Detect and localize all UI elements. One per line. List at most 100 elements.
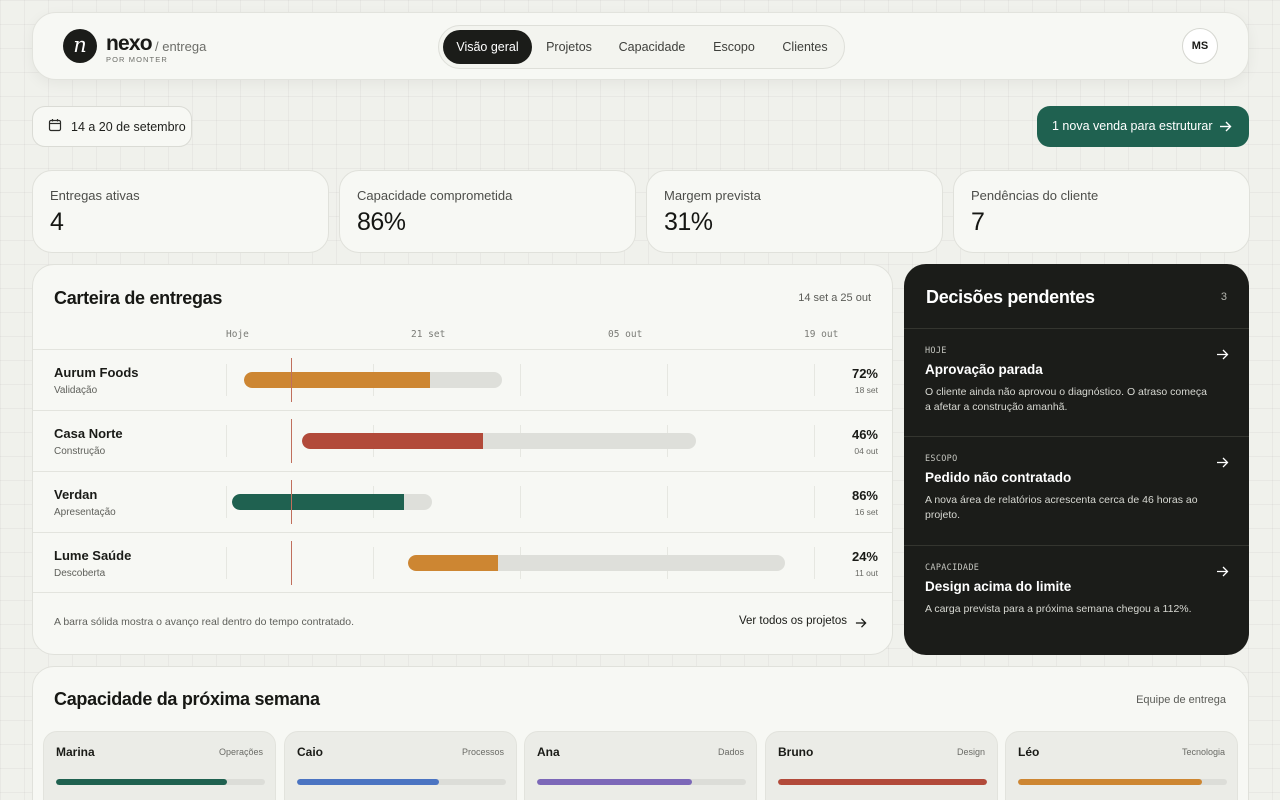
- load-track: [1018, 779, 1227, 785]
- date-range-selector[interactable]: 14 a 20 de setembro: [32, 106, 192, 147]
- project-phase: Validação: [54, 385, 98, 396]
- decision-tag: ESCOPO: [925, 454, 958, 464]
- project-due-date: 11 out: [854, 568, 878, 578]
- timeline-label: 05 out: [608, 329, 643, 340]
- stat-value: 86%: [357, 208, 406, 236]
- project-due-date: 04 out: [854, 446, 878, 456]
- project-progress-pct: 86%: [851, 488, 878, 503]
- today-marker: [291, 480, 292, 524]
- portfolio-row-casa-norte[interactable]: Casa Norte Construção 46% 04 out: [33, 410, 892, 471]
- load-fill: [778, 779, 987, 785]
- new-sale-button[interactable]: 1 nova venda para estruturar: [1037, 106, 1249, 147]
- decision-item-design-acima-do-limite[interactable]: CAPACIDADE Design acima do limite A carg…: [904, 545, 1249, 654]
- project-phase: Apresentação: [54, 507, 116, 518]
- brand-logo-mark[interactable]: n: [63, 29, 97, 63]
- member-name: Caio: [297, 745, 324, 759]
- member-role: Dados: [717, 747, 744, 757]
- project-progress-pct: 72%: [851, 366, 878, 381]
- project-name: Verdan: [54, 487, 98, 502]
- new-sale-button-label: 1 nova venda para estruturar: [1052, 119, 1213, 133]
- timeline-label-today: Hoje: [226, 329, 249, 340]
- timeline-label: 19 out: [804, 329, 839, 340]
- view-all-projects-link[interactable]: Ver todos os projetos: [739, 615, 867, 628]
- stat-card-margem-prevista: Margem prevista 31%: [646, 170, 943, 253]
- project-name: Aurum Foods: [54, 365, 139, 380]
- stat-label: Entregas ativas: [50, 188, 140, 203]
- load-fill: [56, 779, 228, 785]
- project-name: Casa Norte: [54, 426, 123, 441]
- arrow-right-icon: [1220, 121, 1232, 132]
- member-name: Marina: [56, 745, 95, 759]
- top-header: n nexo / entrega POR MONTER Visão geral …: [32, 12, 1249, 80]
- load-fill: [297, 779, 440, 785]
- decision-body: A carga prevista para a próxima semana c…: [925, 603, 1192, 615]
- portfolio-footer: A barra sólida mostra o avanço real dent…: [33, 592, 892, 654]
- today-marker: [291, 358, 292, 402]
- decision-title: Design acima do limite: [925, 579, 1072, 594]
- stat-card-capacidade-comprometida: Capacidade comprometida 86%: [339, 170, 636, 253]
- nav-item-escopo[interactable]: Escopo: [713, 40, 755, 54]
- decision-item-aprovacao-parada[interactable]: HOJE Aprovação parada O cliente ainda nã…: [904, 328, 1249, 437]
- progress-track: [232, 494, 432, 510]
- portfolio-note: A barra sólida mostra o avanço real dent…: [54, 616, 355, 628]
- member-role: Processos: [461, 747, 504, 757]
- capacity-card-caio[interactable]: Caio Processos: [284, 731, 517, 800]
- progress-track: [408, 555, 785, 571]
- timeline-label: 21 set: [411, 329, 446, 340]
- today-marker: [291, 419, 292, 463]
- capacity-card-marina[interactable]: Marina Operações: [43, 731, 276, 800]
- project-phase: Construção: [54, 446, 106, 457]
- decision-body: O cliente ainda não aprovou o diagnóstic…: [925, 386, 1207, 413]
- pending-decisions-panel: Decisões pendentes 3 HOJE Aprovação para…: [904, 264, 1249, 655]
- portfolio-row-aurum-foods[interactable]: Aurum Foods Validação 72% 18 set: [33, 349, 892, 410]
- portfolio-row-lume-saude[interactable]: Lume Saúde Descoberta 24% 11 out: [33, 532, 892, 593]
- decision-title: Aprovação parada: [925, 362, 1043, 377]
- portfolio-row-verdan[interactable]: Verdan Apresentação 86% 16 set: [33, 471, 892, 532]
- decision-body: A nova área de relatórios acrescenta cer…: [925, 494, 1198, 521]
- decisions-count: 3: [1220, 291, 1227, 303]
- decision-item-pedido-nao-contratado[interactable]: ESCOPO Pedido não contratado A nova área…: [904, 436, 1249, 545]
- decision-tag: CAPACIDADE: [925, 563, 980, 573]
- stat-value: 7: [971, 208, 985, 236]
- nav-item-visao-geral[interactable]: Visão geral: [443, 30, 532, 64]
- load-fill: [1018, 779, 1202, 785]
- portfolio-title: Carteira de entregas: [54, 288, 223, 308]
- progress-track: [244, 372, 502, 388]
- member-role: Tecnologia: [1181, 747, 1225, 757]
- brand-section: / entrega: [155, 39, 207, 54]
- main-nav: Visão geral Projetos Capacidade Escopo C…: [438, 25, 845, 69]
- portfolio-range: 14 set a 25 out: [798, 292, 871, 304]
- decision-title: Pedido não contratado: [925, 470, 1072, 485]
- project-due-date: 18 set: [854, 385, 878, 395]
- member-name: Bruno: [778, 745, 814, 759]
- capacity-card-leo[interactable]: Léo Tecnologia: [1005, 731, 1238, 800]
- capacity-team-label: Equipe de entrega: [1136, 694, 1226, 706]
- member-name: Ana: [537, 745, 560, 759]
- project-due-date: 16 set: [854, 507, 878, 517]
- project-phase: Descoberta: [54, 568, 106, 579]
- member-role: Design: [956, 747, 985, 757]
- stat-label: Capacidade comprometida: [357, 188, 513, 203]
- decisions-title: Decisões pendentes: [926, 287, 1095, 307]
- progress-fill: [408, 555, 499, 571]
- nav-item-capacidade[interactable]: Capacidade: [618, 40, 686, 54]
- brand-name[interactable]: nexo: [106, 32, 153, 55]
- project-progress-pct: 46%: [851, 427, 878, 442]
- date-range-label: 14 a 20 de setembro: [71, 120, 186, 134]
- arrow-right-icon: [1217, 349, 1229, 360]
- nav-item-clientes[interactable]: Clientes: [782, 40, 828, 54]
- user-avatar[interactable]: MS: [1182, 28, 1218, 64]
- nav-item-projetos[interactable]: Projetos: [546, 40, 592, 54]
- capacity-panel: Capacidade da próxima semana Equipe de e…: [32, 666, 1249, 800]
- capacity-title: Capacidade da próxima semana: [54, 689, 320, 709]
- arrow-right-icon: [1217, 566, 1229, 577]
- capacity-card-ana[interactable]: Ana Dados: [524, 731, 757, 800]
- arrow-right-icon: [855, 618, 867, 628]
- load-fill: [537, 779, 692, 785]
- stat-label: Margem prevista: [664, 188, 761, 203]
- progress-track: [302, 433, 696, 449]
- project-progress-pct: 24%: [851, 549, 878, 564]
- member-role: Operações: [218, 747, 263, 757]
- capacity-card-bruno[interactable]: Bruno Design: [765, 731, 998, 800]
- calendar-icon: [48, 119, 62, 132]
